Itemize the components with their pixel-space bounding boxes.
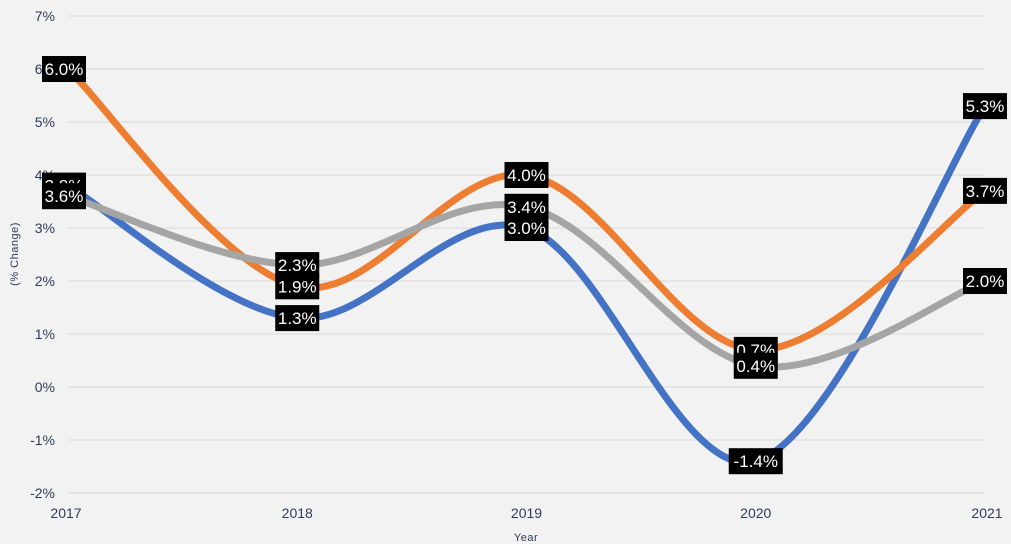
data-label: 5.3% xyxy=(963,93,1007,120)
data-label-box xyxy=(504,162,549,188)
y-tick-label: 7% xyxy=(35,8,55,24)
data-label-box xyxy=(728,448,783,475)
data-label-text: 3.0% xyxy=(507,219,546,238)
data-label-box xyxy=(963,177,1007,204)
data-label-text: 1.3% xyxy=(278,309,317,328)
data-label: 2.3% xyxy=(275,252,320,279)
x-tick-label: 2017 xyxy=(50,505,81,521)
data-label: 3.6% xyxy=(42,183,86,210)
data-label-text: -1.4% xyxy=(734,452,778,471)
data-label-text: 5.3% xyxy=(966,97,1005,116)
data-label: 0.4% xyxy=(733,352,778,379)
y-axis-title: (% Change) xyxy=(9,222,21,286)
data-label-box xyxy=(963,268,1007,294)
data-label-text: 0.4% xyxy=(736,357,775,376)
x-axis-title: Year xyxy=(514,532,538,544)
series-lines xyxy=(64,65,989,466)
data-label-box xyxy=(275,252,320,279)
data-label: 2.0% xyxy=(963,268,1007,294)
x-tick-label: 2019 xyxy=(511,505,542,521)
data-label-text: 4.0% xyxy=(507,166,546,185)
data-label-box xyxy=(504,193,549,220)
data-label-box xyxy=(733,352,778,379)
y-tick-label: 5% xyxy=(35,114,55,130)
y-tick-label: 2% xyxy=(35,273,55,289)
data-label: 3.7% xyxy=(963,177,1007,204)
y-tick-label: -1% xyxy=(30,432,55,448)
data-label-text: 1.9% xyxy=(278,277,317,296)
data-label: 4.0% xyxy=(504,162,549,188)
data-label-text: 3.7% xyxy=(966,182,1005,201)
data-label: -1.4% xyxy=(728,448,783,475)
y-tick-label: 0% xyxy=(35,379,55,395)
data-labels: 3.8%1.3%3.0%-1.4%5.3%6.0%1.9%4.0%0.7%3.7… xyxy=(42,56,1007,475)
y-axis-ticks: -2%-1%0%1%2%3%4%5%6%7% xyxy=(30,8,55,501)
data-label: 6.0% xyxy=(42,56,86,82)
x-tick-label: 2020 xyxy=(740,505,771,521)
data-label-text: 2.3% xyxy=(278,256,317,275)
data-label: 1.3% xyxy=(275,305,320,332)
x-axis-ticks: 2017 2018 2019 2020 2021 xyxy=(50,505,1002,521)
data-label-text: 3.6% xyxy=(45,187,84,206)
x-tick-label: 2018 xyxy=(282,505,313,521)
data-label-text: 2.0% xyxy=(966,272,1005,291)
data-label-box xyxy=(963,93,1007,120)
y-tick-label: 1% xyxy=(35,326,55,342)
data-label-box xyxy=(42,56,86,82)
gridlines xyxy=(68,15,985,494)
data-label: 3.4% xyxy=(504,193,549,220)
series-line-1 xyxy=(64,102,989,466)
data-label-text: 6.0% xyxy=(45,60,84,79)
data-label-text: 3.4% xyxy=(507,198,546,217)
y-tick-label: -2% xyxy=(30,485,55,501)
data-label-box xyxy=(42,183,86,210)
x-tick-label: 2021 xyxy=(971,505,1002,521)
y-tick-label: 3% xyxy=(35,220,55,236)
data-label-box xyxy=(275,305,320,332)
